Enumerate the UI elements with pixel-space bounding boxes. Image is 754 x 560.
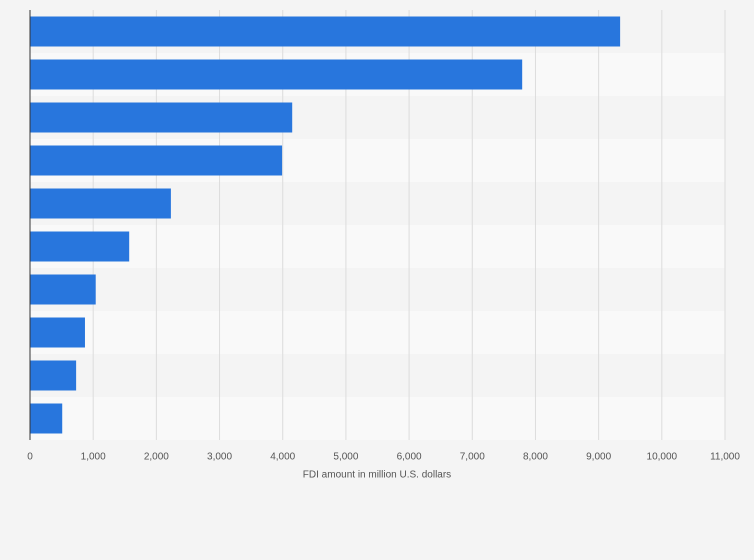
x-tick-label: 4,000 [270,452,295,463]
x-tick-label: 9,000 [586,452,611,463]
bar [30,188,171,219]
row-band [30,397,725,440]
x-tick-label: 1,000 [81,452,106,463]
bar [30,360,77,391]
x-tick-label: 0 [27,452,33,463]
x-tick-label: 3,000 [207,452,232,463]
bar [30,274,96,305]
x-tick-label: 6,000 [397,452,422,463]
x-tick-label: 11,000 [710,452,740,463]
bar [30,231,130,262]
bar [30,102,293,133]
row-band [30,225,725,268]
row-band [30,311,725,354]
bar [30,59,523,90]
bar [30,403,63,434]
bar [30,145,283,176]
x-tick-label: 5,000 [333,452,358,463]
x-tick-label: 10,000 [647,452,678,463]
bar [30,16,621,47]
x-axis-title: FDI amount in million U.S. dollars [303,470,451,481]
x-tick-label: 7,000 [460,452,485,463]
row-band [30,268,725,311]
row-band [30,354,725,397]
x-tick-label: 2,000 [144,452,169,463]
bar [30,317,85,348]
x-tick-label: 8,000 [523,452,548,463]
